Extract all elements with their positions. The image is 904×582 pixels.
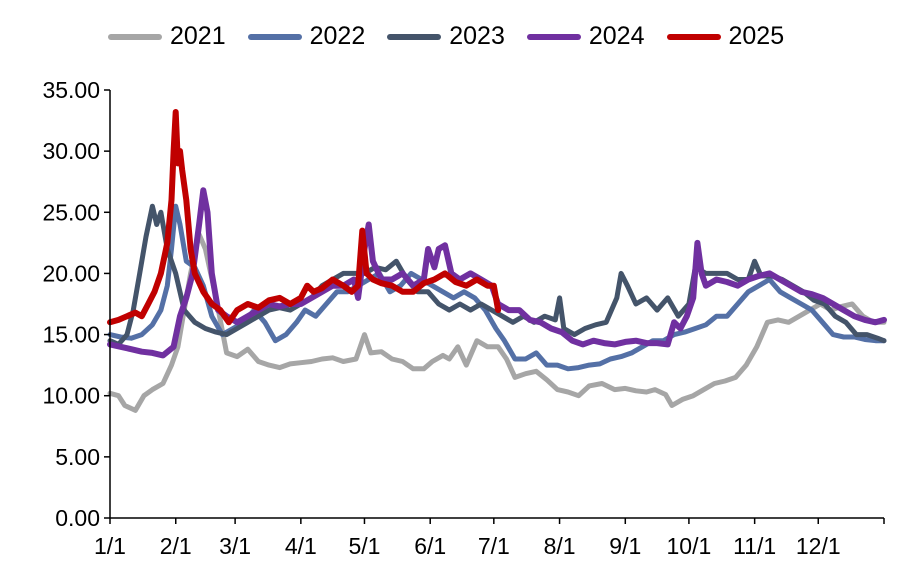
legend-item-2023: 2023 (387, 22, 505, 51)
x-tick-label: 6/1 (414, 533, 446, 559)
legend-swatch (387, 33, 442, 40)
x-tick-label: 3/1 (219, 533, 251, 559)
legend-swatch (526, 33, 581, 40)
y-tick-label: 5.00 (55, 444, 100, 470)
y-tick-label: 10.00 (42, 383, 100, 409)
x-tick-label: 7/1 (478, 533, 510, 559)
y-tick-label: 30.00 (42, 138, 100, 164)
y-tick-label: 35.00 (42, 77, 100, 103)
x-tick-label: 4/1 (285, 533, 317, 559)
legend-swatch (666, 33, 721, 40)
series-line-2023 (107, 203, 887, 347)
x-tick-label: 5/1 (348, 533, 380, 559)
x-tick-label: 2/1 (160, 533, 192, 559)
legend-swatch (247, 33, 302, 40)
x-tick-label: 8/1 (544, 533, 576, 559)
y-tick-label: 25.00 (42, 199, 100, 225)
x-tick-label: 11/1 (733, 533, 776, 559)
legend-item-2021: 2021 (108, 22, 226, 51)
series-line-2025 (107, 109, 502, 326)
y-tick-label: 15.00 (42, 322, 100, 348)
x-tick-label: 9/1 (609, 533, 641, 559)
legend-item-2025: 2025 (666, 22, 785, 51)
x-tick-label: 1/1 (94, 533, 126, 559)
chart-legend: 2021 2022 2023 2024 2025 (108, 22, 784, 51)
legend-item-2022: 2022 (247, 22, 366, 51)
y-tick-label: 0.00 (55, 505, 100, 531)
legend-label: 2024 (588, 22, 645, 50)
legend-label: 2022 (309, 22, 366, 50)
legend-label: 2023 (449, 22, 505, 50)
x-tick-label: 10/1 (667, 533, 712, 559)
x-tick-label: 12/1 (796, 533, 841, 559)
legend-item-2024: 2024 (526, 22, 645, 51)
legend-label: 2021 (170, 22, 226, 50)
y-tick-label: 20.00 (42, 260, 100, 286)
legend-label: 2025 (728, 22, 785, 50)
legend-swatch (108, 33, 162, 40)
